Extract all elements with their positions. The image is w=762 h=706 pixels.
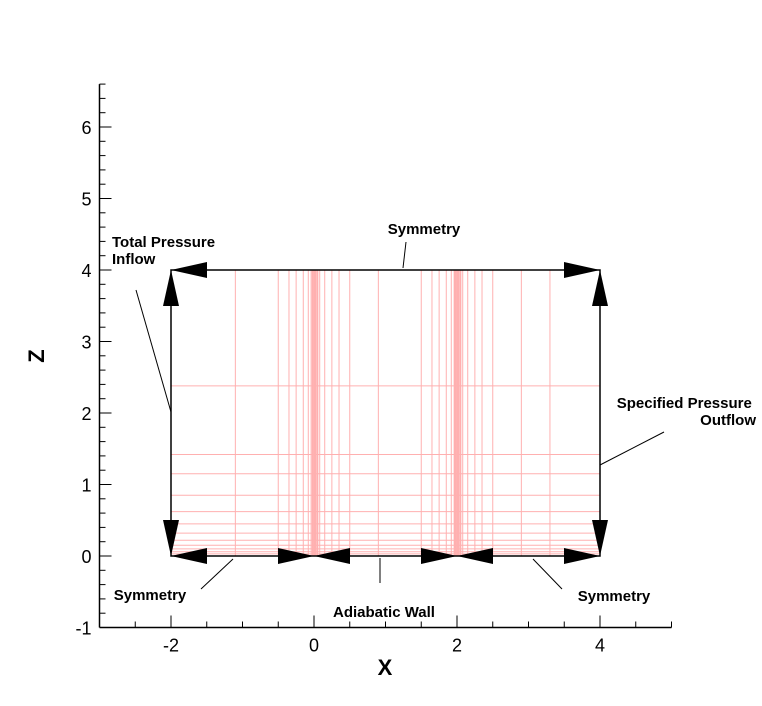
label-adiabatic-wall: Adiabatic Wall xyxy=(333,604,435,621)
leader-symmetry-bottom-right xyxy=(532,558,563,590)
arrow-bottom-seg2-right xyxy=(421,548,457,564)
label-outflow-line2: Outflow xyxy=(700,412,756,429)
label-symmetry-bottom-right: Symmetry xyxy=(578,588,651,605)
leader-outflow xyxy=(599,431,665,466)
x-tick-label: 4 xyxy=(595,636,605,656)
y-tick-label: 1 xyxy=(81,476,91,496)
arrow-bottom-seg1-left xyxy=(171,548,207,564)
arrow-bottom-seg3-right xyxy=(564,548,600,564)
y-tick-label: 3 xyxy=(81,333,91,353)
label-inflow: Total Pressure Inflow xyxy=(112,234,219,268)
domain-boundary xyxy=(170,269,601,557)
domain-rectangle xyxy=(170,269,601,557)
boundary-arrows xyxy=(163,262,608,564)
leader-symmetry-top xyxy=(402,241,407,269)
mesh-grid xyxy=(171,270,600,556)
label-outflow: Specified Pressure Outflow xyxy=(617,395,757,429)
x-tick-label: 2 xyxy=(452,636,462,656)
arrow-right-top xyxy=(592,270,608,306)
y-tick-label: 2 xyxy=(81,404,91,424)
arrow-right-bottom xyxy=(592,520,608,556)
arrow-bottom-seg1-right xyxy=(278,548,314,564)
x-tick-label: -2 xyxy=(163,636,179,656)
leader-symmetry-bottom-left xyxy=(200,558,234,590)
x-tick-label: 0 xyxy=(309,636,319,656)
leader-inflow xyxy=(135,289,172,413)
arrow-left-top xyxy=(163,270,179,306)
label-symmetry-top: Symmetry xyxy=(388,221,461,238)
label-inflow-line2: Inflow xyxy=(112,251,156,268)
axes: -1 0 1 2 3 4 5 6 -2 0 2 4 xyxy=(75,83,672,656)
arrow-top-right xyxy=(564,262,600,278)
y-axis-title: Z xyxy=(24,349,49,362)
y-tick-label: 4 xyxy=(81,261,91,281)
arrow-bottom-seg2-left xyxy=(314,548,350,564)
y-tick-label: 0 xyxy=(81,547,91,567)
y-tick-label: 5 xyxy=(81,190,91,210)
label-outflow-line1: Specified Pressure xyxy=(617,395,752,412)
annotation-leaders xyxy=(135,241,665,590)
y-tick-label: 6 xyxy=(81,118,91,138)
arrow-bottom-seg3-left xyxy=(457,548,493,564)
label-inflow-line1: Total Pressure xyxy=(112,234,215,251)
label-symmetry-bottom-left: Symmetry xyxy=(114,587,187,604)
arrow-left-bottom xyxy=(163,520,179,556)
x-axis-title: X xyxy=(378,655,393,680)
arrow-top-left xyxy=(171,262,207,278)
y-tick-label: -1 xyxy=(75,619,91,639)
